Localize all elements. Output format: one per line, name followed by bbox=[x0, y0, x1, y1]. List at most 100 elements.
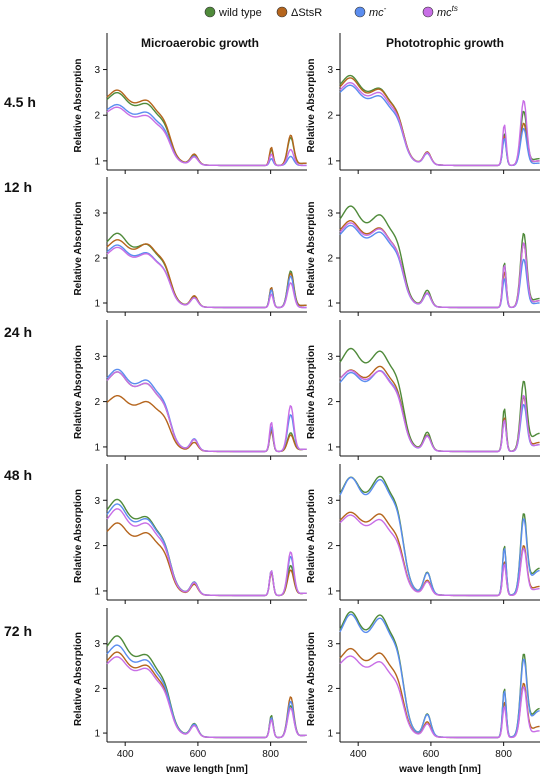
x-tick-label: 400 bbox=[117, 749, 134, 760]
legend-label: ΔStsR bbox=[291, 7, 322, 19]
series-line bbox=[106, 92, 307, 167]
x-tick-label: 600 bbox=[423, 749, 440, 760]
y-tick-label: 3 bbox=[327, 209, 333, 220]
legend-label: mc- bbox=[369, 4, 387, 19]
y-axis-label: Relative Absorption bbox=[73, 489, 84, 583]
legend-marker bbox=[276, 6, 288, 18]
column-titles: Microaerobic growth Phototrophic growth bbox=[141, 36, 504, 50]
legend-marker bbox=[204, 6, 216, 18]
chart-panel: 1 2 3 Relative Absorption bbox=[73, 177, 307, 316]
series-line bbox=[106, 103, 307, 167]
series-line bbox=[339, 222, 540, 309]
y-tick-label: 1 bbox=[94, 442, 100, 453]
series-line bbox=[339, 224, 540, 309]
series-line bbox=[106, 635, 307, 739]
y-tick-label: 2 bbox=[327, 111, 333, 122]
y-tick-label: 3 bbox=[94, 639, 100, 650]
series-line bbox=[106, 89, 307, 167]
row-label: 4.5 h bbox=[4, 94, 36, 110]
series-line bbox=[106, 503, 307, 597]
series-line bbox=[106, 239, 307, 309]
x-tick-label: 800 bbox=[262, 749, 279, 760]
row-label: 12 h bbox=[4, 179, 32, 195]
y-tick-label: 1 bbox=[94, 729, 100, 740]
y-tick-label: 3 bbox=[327, 352, 333, 363]
chart-panel: 1 2 3 400 600 800 Relative Absorption bbox=[73, 608, 307, 760]
y-tick-label: 2 bbox=[327, 397, 333, 408]
chart-panel: 1 2 3 Relative Absorption bbox=[73, 464, 307, 604]
series-line bbox=[339, 514, 540, 597]
row-label: 24 h bbox=[4, 324, 32, 340]
series-line bbox=[106, 522, 307, 597]
y-tick-label: 2 bbox=[94, 397, 100, 408]
legend-label-text: mc bbox=[437, 7, 452, 19]
y-axis-label: Relative Absorption bbox=[306, 201, 317, 295]
legend-label: wild type bbox=[218, 7, 262, 19]
series-line bbox=[339, 205, 540, 309]
series-line bbox=[339, 74, 540, 167]
series-line bbox=[106, 395, 307, 453]
series-line bbox=[339, 347, 540, 453]
series-line bbox=[106, 106, 307, 167]
series-line bbox=[106, 651, 307, 739]
y-axis-label: Relative Absorption bbox=[73, 201, 84, 295]
series-line bbox=[339, 370, 540, 453]
row-label: 48 h bbox=[4, 467, 32, 483]
column-title: Microaerobic growth bbox=[141, 36, 259, 50]
x-axis-label: wave length [nm] bbox=[398, 764, 481, 775]
legend-label-text: mc bbox=[369, 7, 384, 19]
legend-label-text: wild type bbox=[218, 7, 262, 19]
chart-panel: 1 2 3 Relative Absorption bbox=[73, 320, 307, 460]
legend-marker bbox=[354, 6, 366, 18]
legend-label: mcts bbox=[437, 4, 458, 19]
row-label: 72 h bbox=[4, 623, 32, 639]
legend-item: ΔStsR bbox=[276, 6, 322, 19]
y-tick-label: 1 bbox=[327, 586, 333, 597]
x-axis-labels: wave length [nm] wave length [nm] bbox=[165, 764, 481, 775]
y-axis-label: Relative Absorption bbox=[73, 632, 84, 726]
y-tick-label: 2 bbox=[94, 684, 100, 695]
y-tick-label: 3 bbox=[327, 496, 333, 507]
x-tick-label: 400 bbox=[350, 749, 367, 760]
series-line bbox=[339, 475, 540, 597]
y-axis-label: Relative Absorption bbox=[73, 345, 84, 439]
legend: wild type ΔStsR mc-mcts bbox=[204, 4, 458, 19]
legend-item: mc- bbox=[354, 4, 387, 19]
series-line bbox=[339, 476, 540, 597]
chart-panel: 1 2 3 400 600 800 Relative Absorption bbox=[306, 608, 540, 760]
series-line bbox=[106, 498, 307, 597]
y-tick-label: 1 bbox=[94, 156, 100, 167]
series-line bbox=[106, 508, 307, 597]
y-axis-label: Relative Absorption bbox=[306, 489, 317, 583]
y-axis-label: Relative Absorption bbox=[73, 58, 84, 152]
series-line bbox=[106, 232, 307, 309]
series-line bbox=[106, 656, 307, 739]
y-axis-label: Relative Absorption bbox=[306, 632, 317, 726]
y-axis-label: Relative Absorption bbox=[306, 58, 317, 152]
y-tick-label: 1 bbox=[327, 299, 333, 310]
legend-label-text: ΔStsR bbox=[291, 7, 322, 19]
legend-label-sup: ts bbox=[452, 4, 458, 13]
x-tick-label: 800 bbox=[495, 749, 512, 760]
series-line bbox=[339, 369, 540, 453]
y-tick-label: 2 bbox=[327, 254, 333, 265]
y-axis-label: Relative Absorption bbox=[306, 345, 317, 439]
legend-label-sup: - bbox=[384, 4, 387, 13]
chart-panel: 1 2 3 Relative Absorption bbox=[306, 33, 540, 174]
y-tick-label: 3 bbox=[327, 65, 333, 76]
series-line bbox=[339, 613, 540, 739]
series-line bbox=[339, 84, 540, 167]
series-line bbox=[106, 246, 307, 309]
y-tick-label: 3 bbox=[94, 65, 100, 76]
series-line bbox=[106, 371, 307, 453]
row-labels: 4.5 h 12 h 24 h 48 h 72 h bbox=[4, 94, 36, 639]
chart-panel: 1 2 3 Relative Absorption bbox=[306, 320, 540, 460]
series-line bbox=[106, 244, 307, 309]
column-title: Phototrophic growth bbox=[386, 36, 504, 50]
legend-item: wild type bbox=[204, 6, 262, 19]
legend-item: mcts bbox=[422, 4, 458, 19]
series-line bbox=[106, 368, 307, 453]
legend-marker bbox=[422, 6, 434, 18]
y-tick-label: 3 bbox=[94, 496, 100, 507]
